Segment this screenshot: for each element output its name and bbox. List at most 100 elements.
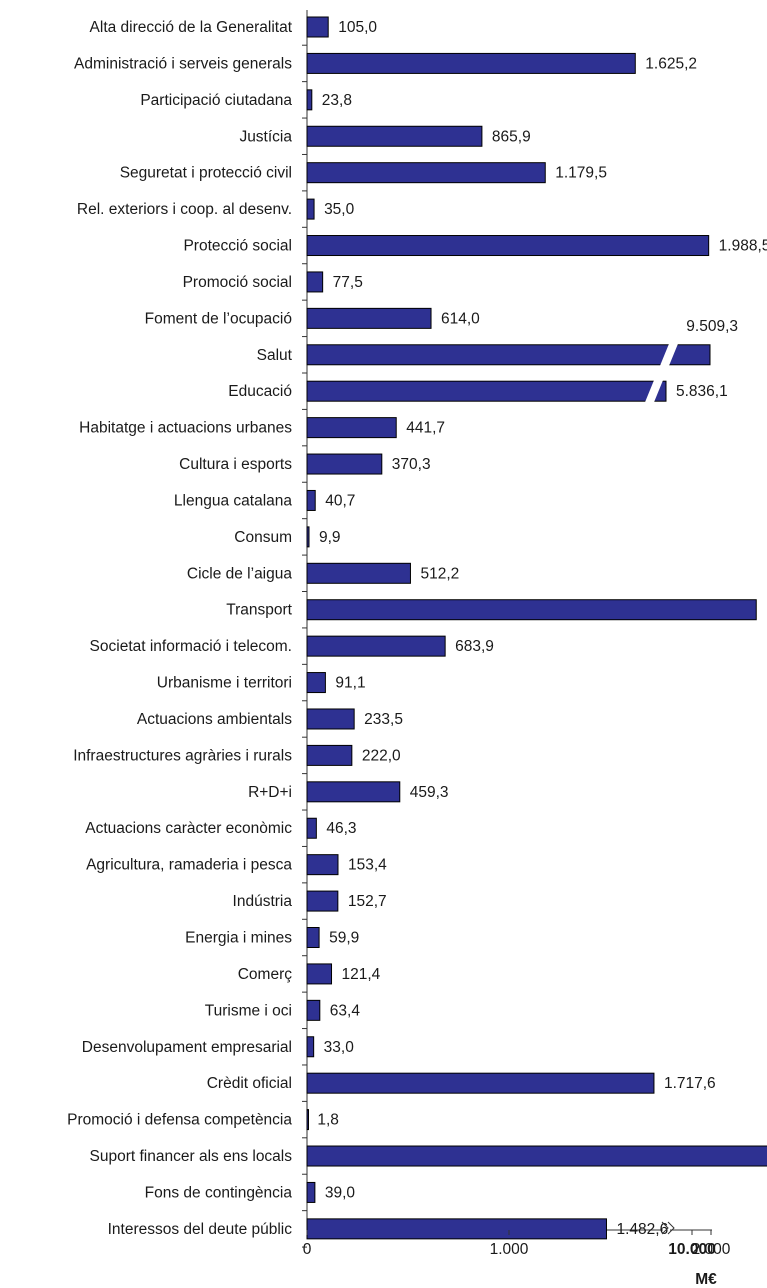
bar	[306, 380, 667, 402]
value-label: 865,9	[492, 128, 531, 145]
value-label: 91,1	[335, 675, 365, 692]
bar	[306, 453, 383, 475]
value-label: 1.717,6	[664, 1075, 716, 1092]
value-label: 1.988,5	[719, 238, 767, 255]
category-label: Actuacions ambientals	[137, 711, 292, 728]
value-label: 683,9	[455, 638, 494, 655]
bar	[306, 1181, 316, 1203]
bar	[306, 963, 333, 985]
x-axis-break-symbol	[661, 1221, 675, 1235]
bar	[306, 999, 321, 1021]
category-label: Llengua catalana	[174, 492, 292, 509]
category-label: Transport	[226, 602, 292, 619]
bar	[306, 708, 355, 730]
category-label: Salut	[257, 347, 293, 364]
value-label: 1.179,5	[555, 165, 607, 182]
category-label: Crèdit oficial	[207, 1075, 292, 1092]
bar	[306, 1218, 607, 1240]
value-label: 614,0	[441, 310, 480, 327]
category-label: Indústria	[233, 893, 293, 910]
value-label: 441,7	[406, 420, 445, 437]
bar	[306, 162, 546, 184]
category-label: Promoció i defensa competència	[67, 1112, 292, 1129]
bar	[306, 307, 432, 329]
value-label: 5.836,1	[676, 383, 728, 400]
value-label: 1.625,2	[645, 55, 697, 72]
bar	[306, 1145, 767, 1167]
category-label: Alta direcció de la Generalitat	[90, 19, 293, 36]
category-label: Seguretat i protecció civil	[120, 165, 292, 182]
bar	[306, 235, 710, 257]
bar	[306, 489, 316, 511]
category-label: Foment de l’ocupació	[145, 310, 292, 327]
bar	[306, 927, 320, 948]
bar	[306, 890, 339, 912]
category-label: Fons de contingència	[145, 1184, 293, 1201]
value-label: 33,0	[324, 1039, 355, 1056]
category-label: Cicle de l’aigua	[187, 565, 292, 582]
bar	[306, 344, 711, 366]
value-label: 153,4	[348, 857, 387, 874]
value-label: 63,4	[330, 1002, 361, 1019]
bar	[306, 52, 636, 74]
category-label: Participació ciutadana	[140, 92, 292, 109]
bar	[306, 781, 401, 803]
bar	[306, 672, 326, 694]
x-tick-label: 2.000	[692, 1241, 731, 1258]
category-label: Suport financer als ens locals	[90, 1148, 293, 1165]
bar	[306, 16, 329, 38]
bar	[306, 125, 483, 147]
x-tick-label: 10.000	[668, 1241, 715, 1258]
value-label: 77,5	[333, 274, 363, 291]
x-tick-label: 0	[303, 1241, 312, 1258]
value-label: 9.509,3	[686, 318, 738, 335]
value-label: 1,8	[317, 1112, 339, 1129]
category-label: Rel. exteriors i coop. al desenv.	[77, 201, 292, 218]
bar	[306, 271, 324, 293]
value-label: 1.482,6	[616, 1221, 668, 1238]
axis-break-mark	[660, 343, 678, 366]
value-label: 121,4	[342, 966, 381, 983]
category-label: R+D+i	[248, 784, 292, 801]
value-label: 233,5	[364, 711, 403, 728]
category-label: Turisme i oci	[205, 1002, 292, 1019]
bar	[306, 817, 317, 839]
value-label: 40,7	[325, 492, 355, 509]
category-label: Actuacions caràcter econòmic	[85, 820, 292, 837]
axis-break-mark	[645, 380, 663, 403]
bar	[306, 1036, 315, 1058]
value-label: 105,0	[338, 19, 377, 36]
category-label: Habitatge i actuacions urbanes	[79, 420, 292, 437]
category-label: Protecció social	[183, 238, 292, 255]
x-tick-label: 1.000	[490, 1241, 529, 1258]
value-label: 39,0	[325, 1184, 356, 1201]
bar	[306, 417, 397, 439]
category-label: Educació	[228, 383, 292, 400]
category-label: Energia i mines	[185, 930, 292, 947]
value-label: 59,9	[329, 930, 359, 947]
bar	[306, 744, 353, 766]
category-label: Consum	[234, 529, 292, 546]
value-label: 35,0	[324, 201, 355, 218]
bar	[306, 562, 411, 584]
category-label: Cultura i esports	[179, 456, 292, 473]
category-label: Comerç	[238, 966, 293, 983]
category-label: Urbanisme i territori	[157, 675, 292, 692]
category-label: Agricultura, ramaderia i pesca	[86, 857, 292, 874]
unit-label: M€	[695, 1271, 717, 1288]
value-label: 370,3	[392, 456, 431, 473]
category-label: Societat informació i telecom.	[90, 638, 292, 655]
bar	[306, 526, 310, 548]
category-label: Infraestructures agràries i rurals	[73, 747, 292, 764]
bar	[306, 1072, 655, 1094]
value-label: 512,2	[420, 565, 459, 582]
value-label: 23,8	[322, 92, 352, 109]
bar	[306, 198, 315, 220]
category-label: Desenvolupament empresarial	[82, 1039, 292, 1056]
category-label: Administració i serveis generals	[74, 55, 292, 72]
value-label: 46,3	[326, 820, 356, 837]
bar	[306, 854, 339, 876]
category-label: Promoció social	[183, 274, 292, 291]
bar	[306, 599, 757, 621]
